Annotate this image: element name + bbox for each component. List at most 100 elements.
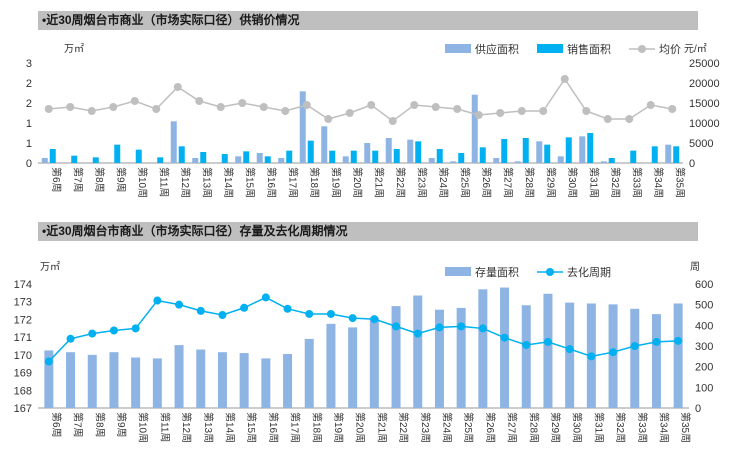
- bar-销售面积: [49, 149, 56, 163]
- category-label: 第25周: [458, 167, 471, 198]
- bar-存量面积: [217, 352, 227, 408]
- bar-供应面积: [514, 161, 521, 163]
- bar-存量面积: [673, 303, 683, 408]
- point-均价: [152, 105, 161, 113]
- point-均价: [195, 97, 204, 105]
- bar-存量面积: [196, 349, 206, 408]
- bar-供应面积: [192, 158, 199, 163]
- point-去化周期: [131, 324, 140, 333]
- point-均价: [130, 97, 139, 105]
- category-label: 第16周: [267, 412, 280, 443]
- bar-销售面积: [522, 138, 529, 163]
- legend-label-存量面积: 存量面积: [475, 265, 519, 279]
- legend-swatch-存量面积: [445, 267, 471, 276]
- bar-存量面积: [391, 306, 401, 408]
- category-label: 第23周: [419, 412, 432, 443]
- category-label: 第17周: [286, 167, 299, 198]
- bar-销售面积: [92, 157, 99, 163]
- left-tick-label: 1: [26, 138, 32, 150]
- category-label: 第16周: [265, 167, 278, 198]
- category-label: 第6周: [50, 167, 63, 193]
- point-均价: [302, 101, 311, 109]
- category-label: 第34周: [657, 412, 670, 443]
- bar-销售面积: [200, 152, 207, 163]
- bar-供应面积: [407, 139, 414, 163]
- category-label: 第9周: [114, 167, 127, 193]
- bar-存量面积: [283, 353, 293, 408]
- point-均价: [324, 115, 333, 123]
- bar-供应面积: [493, 158, 500, 163]
- right-tick-label: 0: [689, 158, 695, 170]
- line-去化周期: [48, 296, 679, 363]
- category-label: 第6周: [50, 412, 63, 438]
- category-label: 第20周: [351, 167, 364, 198]
- bar-存量面积: [174, 345, 184, 408]
- bar-销售面积: [501, 139, 508, 163]
- point-均价: [496, 109, 505, 117]
- point-均价: [453, 105, 462, 113]
- category-label: 第29周: [544, 167, 557, 198]
- point-均价: [431, 103, 440, 111]
- bar-供应面积: [364, 143, 371, 163]
- right-tick-label: 300: [695, 341, 713, 353]
- bar-供应面积: [600, 161, 607, 163]
- bar-存量面积: [109, 352, 119, 408]
- bar-存量面积: [413, 295, 423, 408]
- point-去化周期: [413, 329, 422, 338]
- category-label: 第35周: [673, 167, 686, 198]
- bar-供应面积: [665, 144, 672, 163]
- bar-销售面积: [587, 133, 594, 163]
- point-均价: [517, 107, 526, 115]
- bar-销售面积: [71, 155, 78, 163]
- point-均价: [238, 99, 247, 107]
- point-均价: [668, 105, 677, 113]
- category-label: 第25周: [462, 412, 475, 443]
- category-label: 第13周: [202, 412, 215, 443]
- legend-label-供应面积: 供应面积: [475, 42, 519, 56]
- bar-存量面积: [348, 327, 358, 408]
- left-tick-label: 171: [14, 332, 32, 344]
- point-去化周期: [370, 315, 379, 324]
- bar-存量面积: [543, 293, 553, 408]
- bar-销售面积: [264, 156, 271, 163]
- point-去化周期: [522, 340, 531, 349]
- point-去化周期: [109, 326, 118, 335]
- bar-存量面积: [131, 357, 141, 408]
- supply-sales-price-chart: 3221102500020000150001000050000万㎡ 元/㎡第6周第…: [26, 42, 720, 198]
- point-去化周期: [305, 309, 314, 318]
- category-label: 第19周: [332, 412, 345, 443]
- point-去化周期: [457, 322, 466, 331]
- bar-销售面积: [286, 150, 293, 163]
- right-tick-label: 0: [695, 403, 701, 415]
- left-unit-label: 万㎡: [40, 261, 60, 273]
- point-均价: [281, 107, 290, 115]
- category-label: 第7周: [71, 167, 84, 193]
- point-均价: [582, 107, 591, 115]
- category-label: 第33周: [630, 167, 643, 198]
- point-均价: [603, 115, 612, 123]
- bar-销售面积: [415, 141, 422, 163]
- point-去化周期: [630, 342, 639, 350]
- right-tick-label: 600: [695, 279, 713, 291]
- point-去化周期: [153, 296, 162, 305]
- bar-存量面积: [478, 289, 488, 408]
- category-label: 第15周: [243, 167, 256, 198]
- point-去化周期: [652, 337, 661, 346]
- category-label: 第15周: [245, 412, 258, 443]
- bar-销售面积: [608, 158, 615, 163]
- bar-存量面积: [66, 352, 76, 408]
- left-tick-label: 0: [26, 158, 32, 170]
- bar-销售面积: [630, 150, 637, 163]
- category-label: 第29周: [549, 412, 562, 443]
- bar-销售面积: [651, 146, 658, 163]
- point-均价: [560, 75, 569, 83]
- bar-供应面积: [471, 94, 478, 163]
- bar-销售面积: [135, 149, 142, 163]
- right-unit-label: 周: [690, 261, 700, 273]
- category-label: 第23周: [415, 167, 428, 198]
- category-label: 第32周: [614, 412, 627, 443]
- category-label: 第27周: [506, 412, 519, 443]
- bar-存量面积: [630, 308, 640, 408]
- bar-存量面积: [304, 338, 314, 408]
- category-label: 第14周: [222, 167, 235, 198]
